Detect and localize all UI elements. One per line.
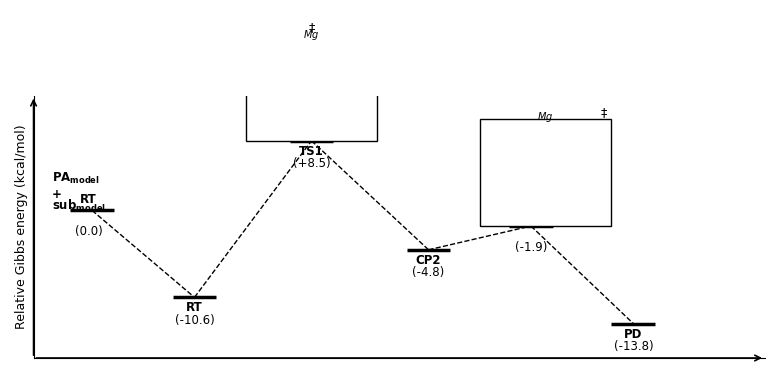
- Text: (-4.8): (-4.8): [413, 266, 445, 279]
- Text: (-1.9): (-1.9): [515, 241, 547, 254]
- Text: TS2: TS2: [519, 209, 544, 222]
- Text: (-10.6): (-10.6): [175, 314, 214, 327]
- Text: RT: RT: [80, 194, 97, 206]
- Text: CP2: CP2: [416, 254, 441, 267]
- Text: RT: RT: [186, 302, 203, 314]
- Y-axis label: Relative Gibbs energy (kcal/mol): Relative Gibbs energy (kcal/mol): [15, 124, 28, 329]
- Text: (+8.5): (+8.5): [292, 157, 330, 170]
- Text: (-13.8): (-13.8): [614, 340, 653, 353]
- Text: TS1: TS1: [299, 145, 324, 158]
- FancyBboxPatch shape: [480, 119, 612, 226]
- Text: $Mg$: $Mg$: [537, 110, 554, 125]
- Text: ‡: ‡: [308, 21, 314, 34]
- Text: PD: PD: [624, 328, 643, 340]
- Text: $Mg$: $Mg$: [303, 28, 320, 42]
- Text: ‡: ‡: [601, 106, 608, 120]
- Text: (0.0): (0.0): [75, 225, 102, 238]
- Text: +: +: [51, 188, 62, 201]
- Text: $\mathbf{PA_{model}}$: $\mathbf{PA_{model}}$: [51, 171, 100, 186]
- Text: $\mathbf{sub_{model}}$: $\mathbf{sub_{model}}$: [51, 198, 105, 214]
- FancyBboxPatch shape: [246, 34, 378, 141]
